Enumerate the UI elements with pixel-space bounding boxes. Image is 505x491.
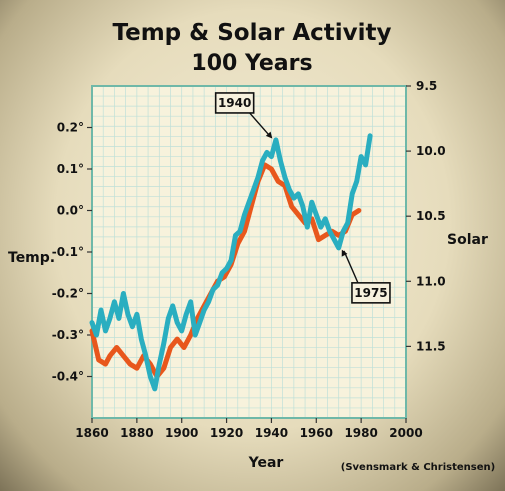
callout-label: 1940 xyxy=(218,96,251,110)
callout-label: 1975 xyxy=(354,286,387,300)
left-tick-label: 0.1° xyxy=(57,162,84,176)
right-tick-label: 9.5 xyxy=(416,79,437,93)
y-axis-label-left: Temp. xyxy=(8,250,55,266)
x-tick-label: 1880 xyxy=(120,426,153,440)
right-tick-label: 10.5 xyxy=(416,209,446,223)
x-axis-label: Year xyxy=(248,455,284,471)
left-tick-label: -0.1° xyxy=(52,245,84,259)
x-tick-label: 1960 xyxy=(300,426,333,440)
x-tick-label: 1920 xyxy=(210,426,243,440)
callout-arrow xyxy=(249,112,272,138)
x-tick-label: 2000 xyxy=(389,426,422,440)
chart-subtitle: 100 Years xyxy=(191,51,312,76)
left-tick-label: -0.4° xyxy=(52,370,84,384)
callout-box xyxy=(351,282,391,304)
left-tick-label: 0.0° xyxy=(57,204,84,218)
cyan-series-line xyxy=(89,133,373,392)
callout-arrow xyxy=(343,250,359,284)
right-tick-label: 11.5 xyxy=(416,339,446,353)
left-tick-label: -0.2° xyxy=(52,287,84,301)
callout-arrowhead xyxy=(265,131,273,139)
left-tick-label: -0.3° xyxy=(52,328,84,342)
right-tick-label: 10.0 xyxy=(416,144,446,158)
y-axis-label-right: Solar xyxy=(447,232,488,248)
source-credit: (Svensmark & Christensen) xyxy=(341,462,495,473)
x-tick-label: 1980 xyxy=(344,426,377,440)
right-tick-label: 11.0 xyxy=(416,274,446,288)
x-tick-label: 1940 xyxy=(255,426,288,440)
callout-arrowhead xyxy=(341,249,348,257)
x-tick-label: 1900 xyxy=(165,426,198,440)
callout-box xyxy=(214,92,255,114)
orange-series-line xyxy=(89,162,362,379)
x-tick-label: 1860 xyxy=(75,426,108,440)
left-tick-label: 0.2° xyxy=(57,121,84,135)
chart-title: Temp & Solar Activity xyxy=(112,20,391,46)
plot-area: 1860 1880 1900 1920 1940 1960 1980 2000 0.2° 0.1°… xyxy=(52,79,446,440)
